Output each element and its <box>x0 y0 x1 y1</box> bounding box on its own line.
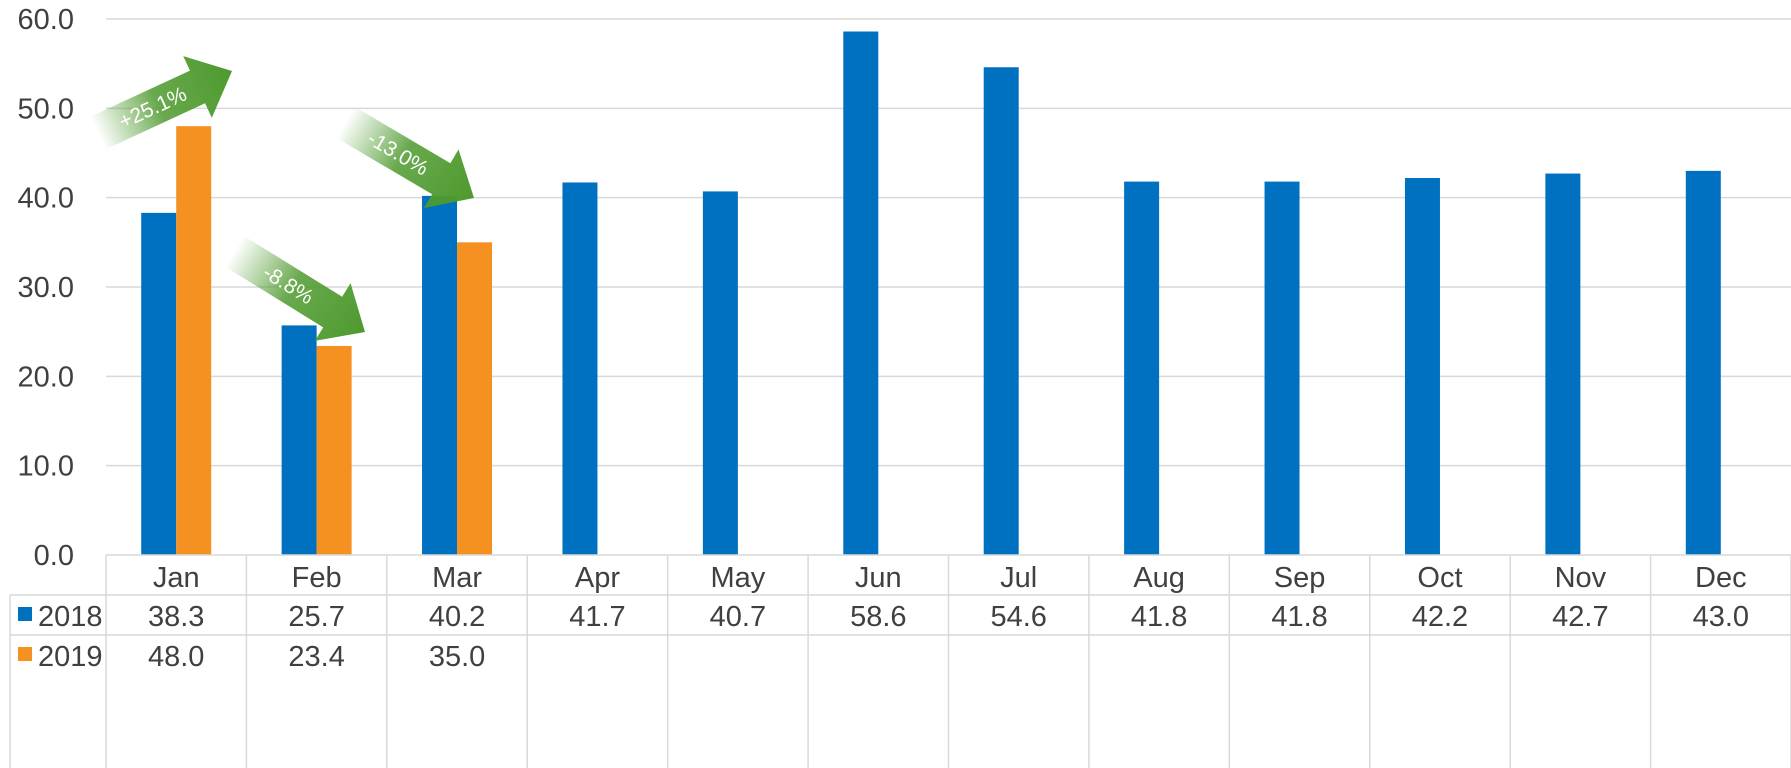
table-value-2019: 35.0 <box>429 641 485 673</box>
y-tick-label: 30.0 <box>18 272 74 304</box>
bar-2018-Apr <box>562 182 598 556</box>
bar-2018-Oct <box>1404 178 1440 555</box>
bar-2018-Feb <box>281 325 317 555</box>
table-value-2018: 40.2 <box>429 601 485 633</box>
trend-arrow: +25.1% <box>90 56 232 150</box>
trend-arrow: -8.8% <box>224 235 365 341</box>
y-tick-label: 10.0 <box>18 451 74 483</box>
legend-label: 2019 <box>38 641 103 673</box>
category-label: Mar <box>432 562 482 594</box>
table-value-2018: 42.2 <box>1412 601 1468 633</box>
trend-arrow: -13.0% <box>335 106 474 209</box>
category-label: Nov <box>1555 562 1607 594</box>
bar-2018-Jan <box>141 212 177 555</box>
arrow-shape <box>335 106 474 209</box>
bar-2018-Sep <box>1264 181 1300 555</box>
y-tick-label: 0.0 <box>34 540 74 572</box>
bar-2018-Jun <box>843 31 879 556</box>
category-label: Aug <box>1133 562 1185 594</box>
category-label: Dec <box>1695 562 1747 594</box>
bar-2019-Jan <box>176 126 212 555</box>
category-label: Oct <box>1417 562 1462 594</box>
category-label: Jul <box>1000 562 1037 594</box>
data-table: Jan Feb Mar Apr May Jun Jul Aug Sep Oct Nov Dec 2018… <box>9 554 1791 768</box>
table-value-2018: 54.6 <box>990 601 1046 633</box>
gridlines <box>106 18 1791 467</box>
bar-2018-Jul <box>983 67 1019 556</box>
arrow-shape <box>224 235 365 341</box>
table-value-2018: 58.6 <box>850 601 906 633</box>
bars <box>141 31 1721 556</box>
category-label: Jan <box>153 562 200 594</box>
y-tick-label: 20.0 <box>18 361 74 393</box>
y-tick-label: 60.0 <box>18 4 74 36</box>
y-tick-label: 50.0 <box>18 93 74 125</box>
y-tick-label: 40.0 <box>18 183 74 215</box>
table-value-2019: 23.4 <box>288 641 344 673</box>
bar-2018-Mar <box>422 195 458 555</box>
table-value-2019: 48.0 <box>148 641 204 673</box>
table-value-2018: 43.0 <box>1693 601 1749 633</box>
table-value-2018: 25.7 <box>288 601 344 633</box>
y-axis-ticks: 0.0 10.0 20.0 30.0 40.0 50.0 60.0 <box>18 4 74 572</box>
category-label: Sep <box>1274 562 1326 594</box>
table-value-2018: 38.3 <box>148 601 204 633</box>
bar-2018-Dec <box>1685 170 1721 555</box>
arrow-shape <box>90 56 232 150</box>
category-label: Apr <box>575 562 620 594</box>
bar-2019-Feb <box>316 345 352 555</box>
legend-swatch-2018 <box>18 607 32 621</box>
legend-label: 2018 <box>38 601 103 633</box>
legend-swatch-2019 <box>18 647 32 661</box>
bar-2018-May <box>702 191 738 555</box>
table-value-2018: 41.7 <box>569 601 625 633</box>
category-label: May <box>710 562 765 594</box>
table-value-2018: 41.8 <box>1131 601 1187 633</box>
table-value-2018: 41.8 <box>1271 601 1327 633</box>
bar-2018-Aug <box>1124 181 1160 555</box>
bar-2018-Nov <box>1545 173 1581 555</box>
category-label: Feb <box>292 562 342 594</box>
change-annotations: +25.1% -8.8% -13.0% <box>90 56 474 341</box>
category-label: Jun <box>855 562 902 594</box>
bar-2019-Mar <box>457 242 493 556</box>
table-value-2018: 42.7 <box>1552 601 1608 633</box>
table-value-2018: 40.7 <box>710 601 766 633</box>
